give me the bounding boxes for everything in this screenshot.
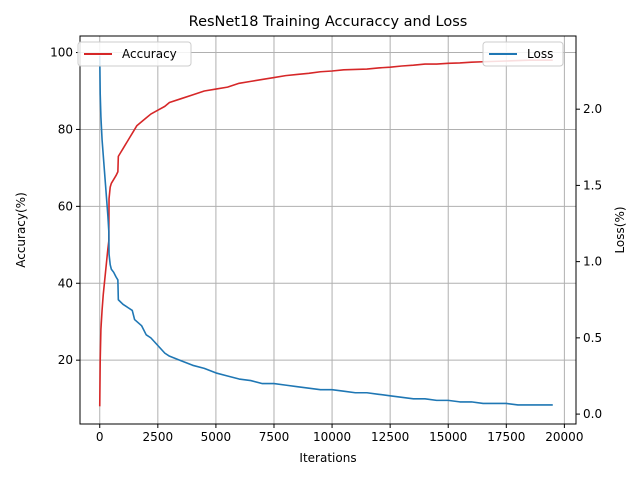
x-tick-label: 12500 <box>371 430 409 444</box>
x-tick-label: 15000 <box>429 430 467 444</box>
y-right-tick-label: 1.5 <box>583 178 602 192</box>
y-right-tick-label: 1.0 <box>583 255 602 269</box>
legends: Accuracy Loss <box>77 41 564 67</box>
y-right-axis-title: Loss(%) <box>613 206 627 253</box>
y-right-tick-label: 0.0 <box>583 407 602 421</box>
series-line-accuracy <box>98 59 553 407</box>
legend-box-accuracy <box>77 41 192 67</box>
x-tick-label: 17500 <box>487 430 525 444</box>
x-tick-label: 20000 <box>545 430 583 444</box>
legend-box-loss <box>482 41 564 67</box>
x-tick-label: 2500 <box>143 430 174 444</box>
y-left-tick-label: 80 <box>58 122 73 136</box>
y-left-tick-label: 40 <box>58 276 73 290</box>
legend-label-accuracy: Accuracy <box>122 47 177 61</box>
y-right-tick-label: 2.0 <box>583 102 602 116</box>
y-left-axis-title: Accuracy(%) <box>14 192 28 268</box>
y-left-tick-label: 20 <box>58 353 73 367</box>
legend-label-loss: Loss <box>527 47 553 61</box>
x-tick-label: 0 <box>96 430 104 444</box>
y-left-tick-label: 100 <box>50 46 73 60</box>
plot-frame <box>79 35 577 425</box>
series-line-loss <box>98 55 553 406</box>
ticks: 0 2500 5000 7500 10000 12500 15000 17500 20000 20… <box>50 46 602 444</box>
x-axis-title: Iterations <box>299 451 356 465</box>
y-right-tick-label: 0.5 <box>583 331 602 345</box>
x-tick-label: 5000 <box>201 430 232 444</box>
y-left-tick-label: 60 <box>58 199 73 213</box>
x-tick-label: 10000 <box>313 430 351 444</box>
grid <box>80 36 576 424</box>
x-tick-label: 7500 <box>259 430 290 444</box>
series-layer <box>98 55 553 407</box>
chart-title: ResNet18 Training Accuraccy and Loss <box>189 14 468 30</box>
